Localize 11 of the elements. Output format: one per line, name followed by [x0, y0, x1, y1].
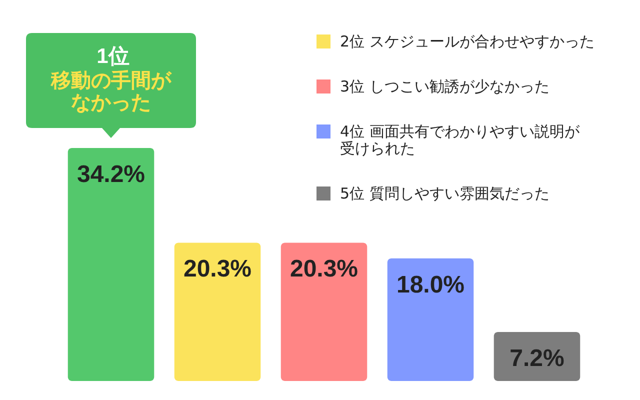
- data-label: 20.3%: [290, 256, 358, 283]
- data-label: 34.2%: [76, 161, 146, 188]
- text: 1位: [96, 45, 130, 68]
- data-label: 18.0%: [396, 271, 465, 298]
- data-label: 20.3%: [183, 256, 252, 283]
- legend-label: 2位 スケジュールが合わせやすかった: [340, 32, 594, 50]
- legend-label: 4位 画面共有でわかりやすい説明が受けられた: [340, 122, 580, 158]
- data-label: 7.2%: [510, 344, 564, 372]
- legend-label: 3位 しつこい勧誘が少なかった: [340, 78, 550, 96]
- legend-label: 5位 質問しやすい雰囲気だった: [340, 184, 550, 202]
- text: 移動の手間がなかった: [50, 68, 172, 114]
